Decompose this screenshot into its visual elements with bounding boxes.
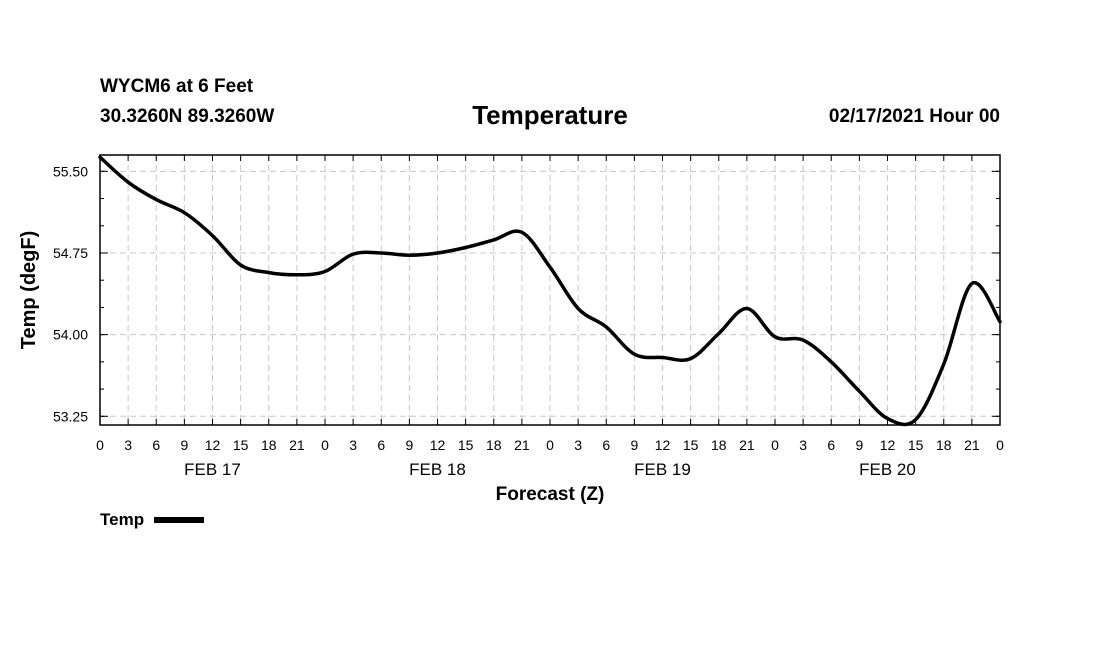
legend: Temp [100,510,205,530]
series-line-temp [98,155,1002,427]
x-tick-label: 12 [880,437,896,453]
day-label: FEB 18 [409,460,466,479]
x-tick-label: 15 [233,437,249,453]
day-label: FEB 17 [184,460,241,479]
x-tick-label: 3 [799,437,807,453]
x-tick-label: 18 [936,437,952,453]
x-tick-label: 6 [602,437,610,453]
x-tick-label: 12 [430,437,446,453]
x-tick-label: 3 [574,437,582,453]
x-tick-label: 21 [964,437,980,453]
x-tick-label: 9 [405,437,413,453]
day-label: FEB 19 [634,460,691,479]
x-tick-label: 15 [683,437,699,453]
x-tick-label: 21 [514,437,530,453]
x-tick-label: 21 [739,437,755,453]
day-label: FEB 20 [859,460,916,479]
x-tick-label: 3 [124,437,132,453]
x-tick-label: 15 [458,437,474,453]
y-tick-label: 53.25 [53,408,88,424]
x-tick-label: 9 [630,437,638,453]
legend-swatch [154,517,205,523]
legend-label: Temp [100,510,145,529]
y-tick-label: 55.50 [53,163,88,179]
x-tick-label: 12 [205,437,221,453]
x-tick-label: 15 [908,437,924,453]
x-tick-label: 9 [855,437,863,453]
x-tick-label: 0 [96,437,104,453]
x-tick-label: 0 [996,437,1004,453]
x-tick-label: 18 [711,437,727,453]
x-tick-label: 18 [486,437,502,453]
chart-title: Temperature [472,100,628,130]
x-tick-label: 0 [321,437,329,453]
x-tick-label: 0 [546,437,554,453]
y-tick-label: 54.75 [53,245,88,261]
x-tick-label: 0 [771,437,779,453]
coordinates-label: 30.3260N 89.3260W [100,106,275,127]
y-axis-label: Temp (degF) [18,231,40,350]
y-tick-label: 54.00 [53,327,88,343]
x-tick-label: 21 [289,437,305,453]
x-tick-label: 6 [827,437,835,453]
forecast-datetime: 02/17/2021 Hour 00 [828,106,1000,127]
plot-frame [99,154,1001,426]
x-tick-label: 9 [180,437,188,453]
x-tick-label: 6 [377,437,385,453]
station-label: WYCM6 at 6 Feet [100,76,254,97]
x-tick-label: 3 [349,437,357,453]
x-tick-label: 6 [152,437,160,453]
x-tick-label: 18 [261,437,277,453]
x-tick-label: 12 [655,437,671,453]
x-axis-label: Forecast (Z) [496,484,605,505]
